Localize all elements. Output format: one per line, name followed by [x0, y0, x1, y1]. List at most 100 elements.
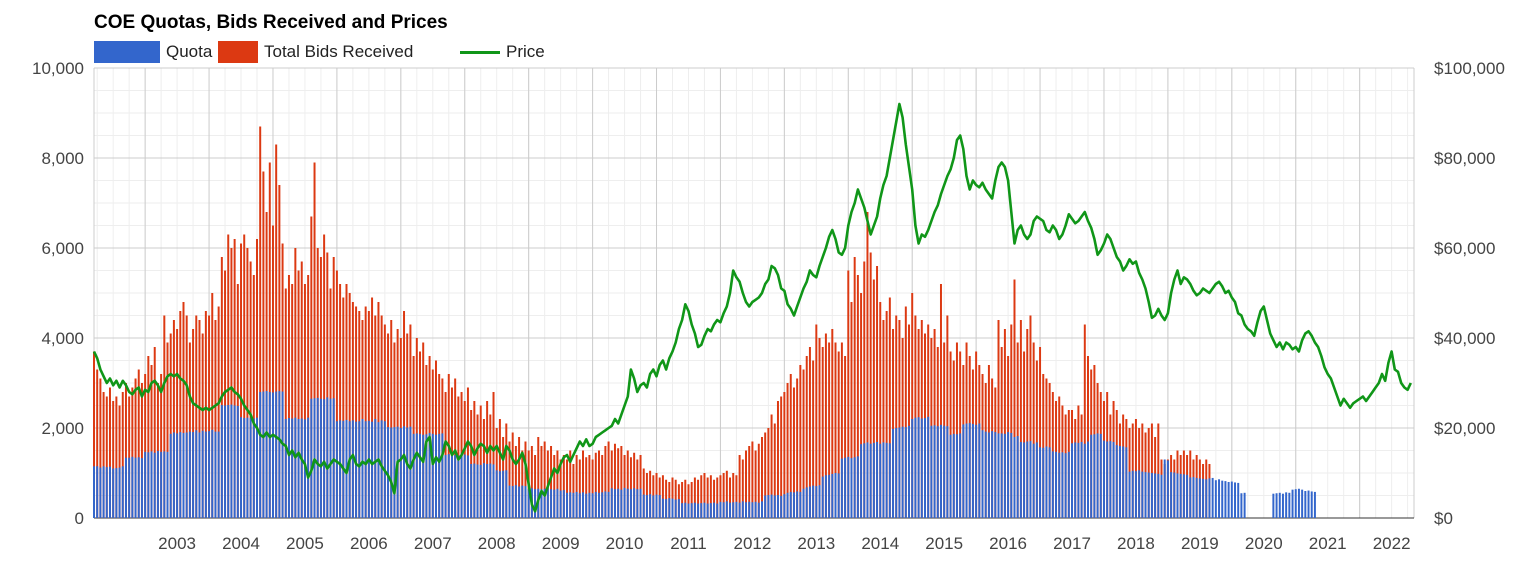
bar-quota [425, 434, 428, 518]
bar-quota [1058, 452, 1061, 518]
bar-quota [351, 420, 354, 518]
bar-total-bids [821, 347, 824, 518]
x-tick-label: 2005 [286, 534, 324, 553]
bar-quota [348, 421, 351, 518]
bar-quota [387, 427, 390, 518]
bar-quota [160, 451, 163, 518]
bar-total-bids [246, 248, 249, 518]
bar-total-bids [559, 459, 562, 518]
bar-total-bids [735, 475, 738, 518]
bar-quota [623, 487, 626, 518]
bar-total-bids [102, 392, 105, 518]
bar-total-bids [604, 446, 607, 518]
bar-total-bids [805, 356, 808, 518]
bar-total-bids [214, 320, 217, 518]
bar-total-bids [850, 302, 853, 518]
bar-quota [169, 433, 172, 518]
bar-quota [447, 454, 450, 518]
x-tick-label: 2019 [1181, 534, 1219, 553]
bar-quota [1166, 460, 1169, 518]
y-right-tick-label: $60,000 [1434, 239, 1495, 258]
bar-quota [105, 467, 108, 518]
bar-quota [997, 433, 1000, 518]
bar-quota [668, 498, 671, 518]
bar-total-bids [824, 333, 827, 518]
bar-quota [310, 398, 313, 518]
bar-total-bids [227, 234, 230, 518]
bar-quota [959, 433, 962, 518]
bar-quota [367, 420, 370, 518]
bar-quota [470, 464, 473, 518]
bar-quota [527, 488, 530, 518]
bars-quota [93, 391, 1316, 518]
bar-quota [1218, 479, 1221, 518]
bar-quota [796, 491, 799, 518]
bar-total-bids [422, 342, 425, 518]
x-tick-label: 2003 [158, 534, 196, 553]
bar-quota [642, 494, 645, 518]
bar-total-bids [872, 279, 875, 518]
bar-quota [553, 489, 556, 518]
bar-quota [626, 488, 629, 518]
bar-quota [1039, 447, 1042, 518]
bar-total-bids [1019, 320, 1022, 518]
bar-total-bids [709, 475, 712, 518]
bar-total-bids [396, 329, 399, 518]
bar-quota [815, 486, 818, 518]
bar-quota [262, 391, 265, 518]
bar-total-bids [553, 455, 556, 518]
bar-quota [617, 488, 620, 518]
bar-quota [268, 392, 271, 518]
bar-total-bids [741, 459, 744, 518]
x-tick-label: 2007 [414, 534, 452, 553]
bar-quota [613, 489, 616, 518]
bar-quota [134, 457, 137, 518]
bar-total-bids [204, 311, 207, 518]
bar-quota [876, 441, 879, 518]
bar-quota [211, 429, 214, 518]
x-tick-label: 2011 [670, 534, 707, 553]
bar-quota [1112, 441, 1115, 518]
legend-label-total-bids: Total Bids Received [264, 42, 414, 61]
bar-total-bids [914, 315, 917, 518]
bar-quota [1281, 493, 1284, 518]
bar-quota [393, 427, 396, 518]
bar-total-bids [166, 342, 169, 518]
bar-total-bids [815, 324, 818, 518]
bar-quota [137, 457, 140, 518]
bar-total-bids [172, 320, 175, 518]
bar-total-bids [831, 329, 834, 518]
bar-quota [703, 502, 706, 518]
bar-quota [128, 457, 131, 518]
bar-quota [412, 433, 415, 518]
bar-quota [716, 503, 719, 518]
bar-total-bids [856, 275, 859, 518]
price-line-group [92, 102, 1412, 513]
bar-total-bids [326, 252, 329, 518]
bar-quota [144, 451, 147, 518]
bar-total-bids [374, 315, 377, 518]
bar-quota [802, 488, 805, 518]
bar-quota [722, 502, 725, 518]
bar-total-bids [297, 270, 300, 518]
x-tick-label: 2013 [797, 534, 835, 553]
bar-total-bids [783, 392, 786, 518]
bar-total-bids [355, 306, 358, 518]
bar-quota [764, 495, 767, 518]
bar-quota [994, 432, 997, 518]
bar-quota [543, 488, 546, 518]
bar-quota [1224, 481, 1227, 518]
bar-quota [220, 405, 223, 518]
bar-total-bids [684, 479, 687, 518]
bar-quota [965, 423, 968, 518]
bar-quota [978, 423, 981, 518]
bar-quota [681, 503, 684, 518]
bar-quota [380, 420, 383, 518]
bar-quota [1179, 473, 1182, 518]
bar-quota [991, 431, 994, 518]
bar-total-bids [265, 212, 268, 518]
bar-total-bids [278, 185, 281, 518]
bar-quota [326, 397, 329, 518]
bar-quota [323, 399, 326, 518]
bar-quota [987, 432, 990, 518]
